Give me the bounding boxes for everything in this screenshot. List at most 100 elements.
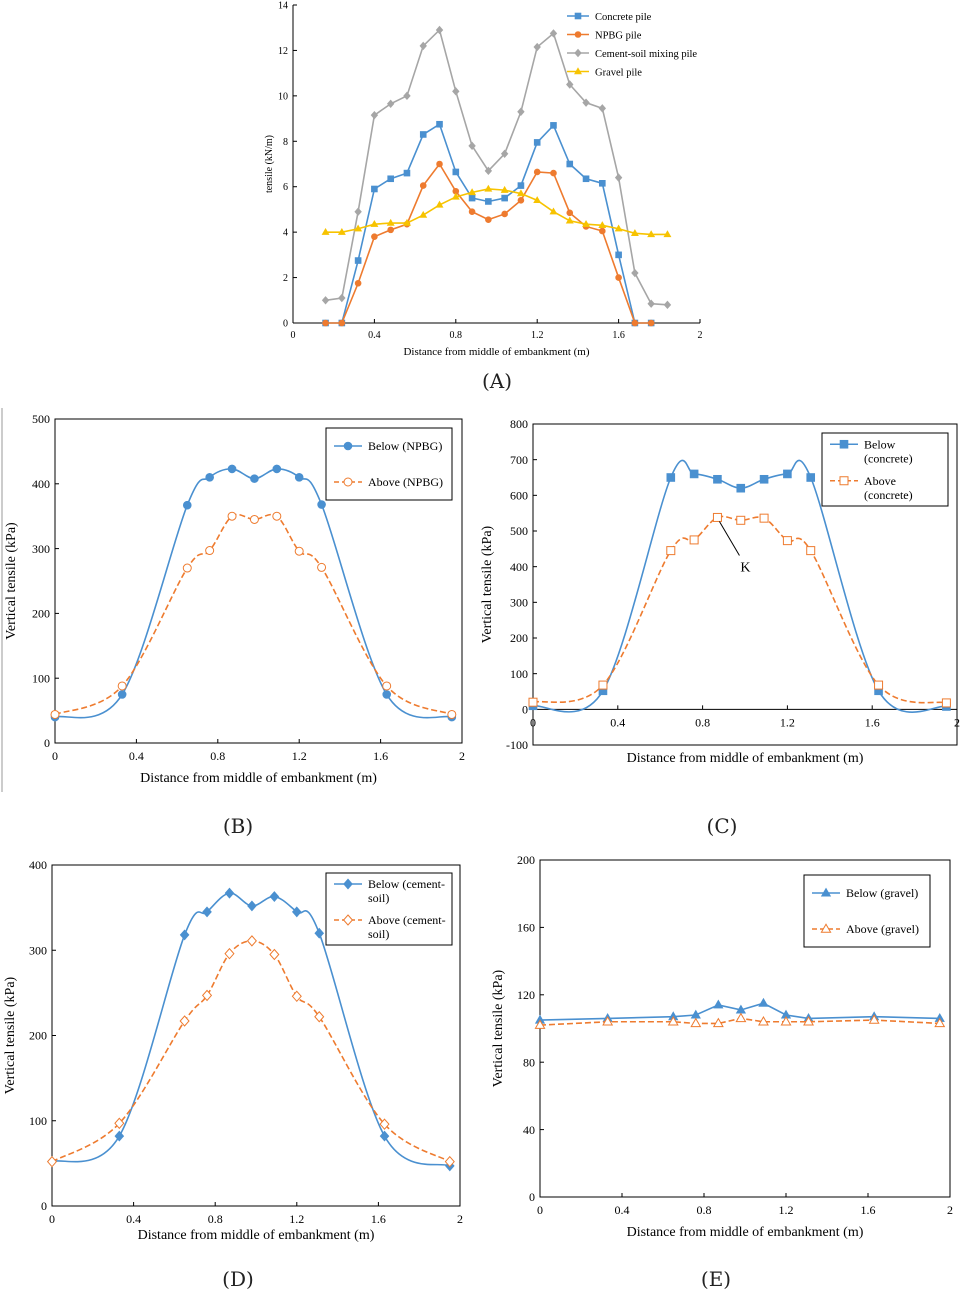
data-point	[338, 319, 346, 327]
legend-entry: Above	[864, 474, 896, 488]
data-point	[533, 168, 541, 176]
x-tick-label: 1.6	[865, 715, 880, 729]
data-point	[317, 562, 327, 572]
y-tick-label: 0	[283, 319, 288, 330]
y-tick-label: 700	[510, 453, 528, 467]
legend-entry: Concrete pile	[595, 12, 652, 23]
x-tick-label: 0.8	[697, 1203, 712, 1217]
data-point	[874, 680, 884, 690]
data-point	[452, 87, 460, 96]
data-point	[868, 1014, 880, 1024]
x-tick-label: 1.6	[612, 330, 625, 341]
data-point	[598, 680, 608, 690]
y-tick-label: 80	[523, 1055, 535, 1069]
data-point	[582, 219, 591, 227]
y-tick-label: 600	[510, 489, 528, 503]
x-axis-label: Distance from middle of embankment (m)	[627, 1225, 864, 1240]
data-point	[322, 319, 329, 327]
legend-entry: Above (gravel)	[846, 922, 919, 936]
data-point	[382, 681, 392, 691]
y-tick-label: 0	[41, 1199, 47, 1213]
panel-label-d: (D)	[222, 1267, 254, 1291]
data-point	[205, 473, 214, 482]
data-point	[803, 1015, 815, 1026]
x-tick-label: 1.6	[373, 749, 388, 763]
data-point	[403, 169, 411, 177]
y-tick-label: 800	[510, 417, 528, 431]
y-tick-label: 400	[510, 560, 528, 574]
y-tick-label: 200	[517, 853, 535, 867]
y-tick-label: 160	[517, 921, 535, 935]
data-point	[806, 473, 816, 482]
x-tick-label: 1.2	[779, 1203, 794, 1217]
data-point	[202, 906, 212, 918]
data-point	[614, 173, 623, 182]
x-tick-label: 2	[457, 1212, 463, 1226]
legend: Concrete pile NPBG pile Cement-soil mixing…	[567, 12, 697, 79]
legend-marker	[574, 48, 582, 58]
data-point	[246, 935, 257, 947]
data-point	[182, 500, 192, 510]
x-tick-label: 1.2	[780, 715, 795, 729]
legend-marker	[574, 31, 582, 38]
y-tick-label: 100	[29, 1114, 47, 1128]
data-point	[549, 29, 558, 38]
chart-b: 0 0.4 0.8 1.2 1.6 2 0 100 200 300 400 500 Distance f…	[4, 412, 465, 838]
y-axis-label: Vertical tensile (kPa)	[3, 976, 18, 1094]
data-point	[599, 180, 606, 187]
data-point	[615, 251, 622, 259]
data-point	[485, 216, 492, 223]
data-point	[370, 110, 379, 120]
data-point	[117, 681, 127, 691]
y-axis-label: tensile (kN/m)	[264, 135, 275, 193]
data-point	[631, 268, 639, 278]
data-point	[250, 474, 259, 483]
data-point	[663, 300, 672, 310]
x-tick-label: 0	[291, 330, 296, 341]
data-point	[227, 464, 237, 474]
data-point	[780, 1015, 792, 1026]
data-point	[354, 257, 362, 264]
data-point	[689, 469, 699, 479]
data-point	[387, 175, 394, 183]
y-tick-label: 300	[510, 596, 528, 610]
data-point	[501, 194, 508, 202]
data-point	[46, 1155, 58, 1168]
data-point	[292, 906, 302, 918]
y-tick-label: 200	[32, 607, 50, 621]
data-point	[371, 233, 378, 240]
y-tick-label: 14	[278, 1, 288, 12]
legend-entry: Cement-soil mixing pile	[595, 49, 697, 60]
y-tick-label: 120	[517, 988, 535, 1002]
data-point	[249, 514, 259, 524]
chart-a: 0 0.4 0.8 1.2 1.6 2 0 2 4 6 8 10 12 14 Distance from m…	[264, 1, 703, 394]
x-tick-label: 1.6	[371, 1212, 386, 1226]
data-point	[712, 1017, 724, 1028]
legend-marker	[820, 923, 832, 933]
data-point	[117, 690, 127, 699]
data-point	[689, 535, 699, 545]
data-point	[379, 1118, 390, 1130]
legend-box	[325, 427, 453, 501]
data-point	[114, 1130, 125, 1142]
data-point	[598, 221, 607, 229]
data-point	[566, 209, 574, 217]
data-point	[533, 196, 542, 204]
legend: Below (cement-soil)Above (cement-soil)	[325, 872, 453, 946]
data-point	[667, 1015, 679, 1026]
y-tick-label: 2	[283, 273, 288, 284]
data-point	[321, 227, 330, 235]
series-above-cement-soil-	[46, 935, 455, 1168]
data-point	[758, 997, 769, 1007]
x-tick-label: 0.4	[615, 1203, 630, 1217]
legend-entry: soil)	[368, 927, 389, 941]
data-point	[666, 546, 676, 556]
x-tick-label: 1.2	[289, 1212, 304, 1226]
data-point	[201, 989, 213, 1002]
data-point	[517, 182, 525, 189]
y-tick-label: 100	[32, 671, 50, 685]
data-point	[599, 227, 606, 235]
data-point	[227, 511, 237, 521]
data-point	[759, 474, 769, 484]
